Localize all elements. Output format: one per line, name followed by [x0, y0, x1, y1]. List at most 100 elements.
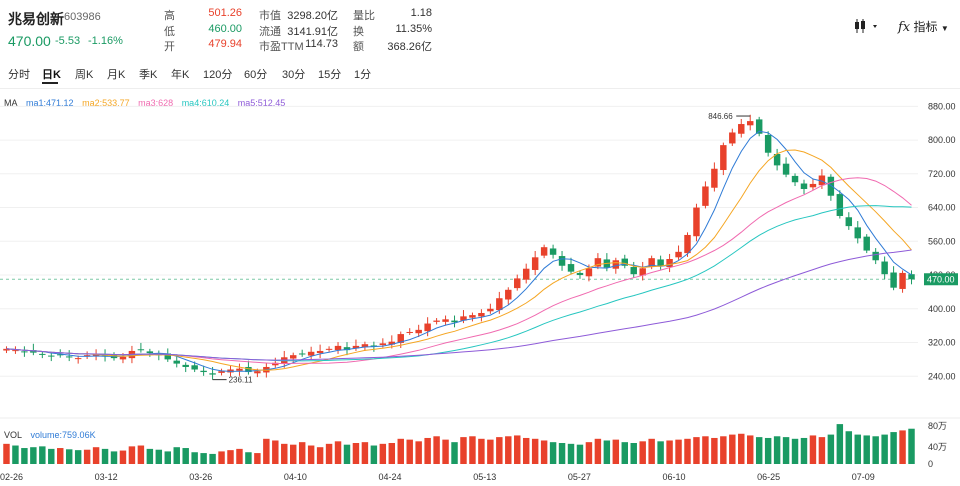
candle-body [110, 354, 118, 359]
price-change-pct: -1.16% [88, 35, 123, 47]
y-tick-label: 720.00 [928, 169, 956, 179]
candle-body [585, 268, 593, 277]
quote-label-pe: 市盈TTM [259, 41, 304, 53]
candle-body [21, 351, 28, 353]
tab-60min[interactable]: 60分 [244, 69, 268, 81]
candle-body [254, 371, 261, 374]
volume-bar [899, 430, 906, 464]
y-tick-label: 480.00 [928, 270, 956, 280]
volume-bar [379, 443, 387, 464]
tab-120min[interactable]: 120分 [203, 69, 233, 81]
tab-1min[interactable]: 1分 [354, 69, 372, 81]
candle-body [343, 347, 351, 351]
volume-bar [298, 442, 306, 464]
candle-body [379, 343, 387, 346]
volume-bar [531, 438, 539, 464]
stock-name: 兆易创新 [8, 11, 64, 27]
quote-value-low: 460.00 [208, 23, 242, 35]
candle-body [146, 351, 154, 354]
volume-bar [746, 435, 754, 464]
x-tick-label: 03-26 [189, 472, 212, 482]
period-tabs: 分时 日K 周K 月K 季K 年K 120分 60分 30分 15分 1分 [0, 62, 960, 84]
candle-body [3, 348, 10, 351]
tab-yearly[interactable]: 年K [171, 69, 190, 81]
volume-bar [693, 437, 700, 464]
volume-bar [30, 447, 37, 464]
y-tick-label: 240.00 [928, 371, 956, 381]
quote-value-volratio: 1.18 [410, 7, 432, 19]
ma5-line [6, 249, 912, 361]
volume-bar [164, 451, 172, 464]
candle-body [773, 153, 781, 166]
candle-body [711, 168, 718, 188]
volume-bar [460, 437, 467, 464]
candle-body [263, 366, 270, 373]
volume-bar [325, 443, 333, 464]
volume-bar [558, 443, 566, 464]
quote-value-amount: 368.26亿 [387, 41, 432, 53]
candle-body [289, 355, 297, 359]
volume-bar [845, 431, 853, 464]
volume-bar [343, 444, 351, 464]
candle-body [361, 344, 369, 348]
candle-body [540, 247, 548, 256]
candle-body [272, 362, 279, 366]
volume-bar [442, 439, 449, 464]
candle-body [496, 298, 503, 311]
candle-body [370, 345, 378, 347]
current-price-tag-label: 470.00 [927, 274, 955, 284]
volume-bar [65, 449, 73, 464]
tab-fenshi[interactable]: 分时 [8, 69, 30, 81]
volume-bar [227, 450, 234, 464]
candle-body [505, 289, 512, 300]
tab-15min[interactable]: 15分 [318, 69, 342, 81]
candle-body [218, 371, 225, 373]
candle-body [630, 267, 637, 275]
candle-body [863, 236, 870, 251]
candle-body [209, 373, 216, 375]
candle-body [729, 132, 736, 144]
volume-bar [496, 437, 503, 464]
candle-body [137, 349, 145, 351]
volume-bar [334, 441, 342, 464]
vol-tick-label: 80万 [928, 421, 947, 431]
candle-body [558, 256, 566, 266]
y-tick-label: 560.00 [928, 236, 956, 246]
volume-bar [370, 445, 378, 464]
volume-bar [101, 448, 109, 464]
tab-quarterly[interactable]: 季K [139, 69, 158, 81]
candle-body [325, 348, 333, 350]
candle-body [200, 370, 207, 373]
volume-bar [191, 452, 198, 464]
candle-body [818, 175, 826, 186]
quote-value-high: 501.26 [208, 7, 242, 19]
candle-body [65, 356, 73, 358]
candle-body [612, 260, 620, 269]
volume-bar [809, 435, 817, 464]
ma1-line [6, 130, 912, 372]
tab-daily[interactable]: 日K [42, 69, 61, 81]
ma3-legend: ma3:628 [138, 98, 174, 108]
candle-body [478, 312, 485, 317]
candle-body [657, 259, 664, 266]
candle-body [128, 350, 136, 359]
x-tick-label: 06-10 [662, 472, 685, 482]
volume-bar [352, 443, 360, 464]
tab-30min[interactable]: 30分 [282, 69, 306, 81]
volume-bar [12, 445, 19, 464]
ma1-legend: ma1:471.12 [26, 98, 74, 108]
volume-bar [119, 450, 127, 464]
volume-bar [639, 441, 646, 464]
candle-body [603, 259, 611, 268]
candle-body [442, 319, 449, 322]
indicator-button[interactable]: fx 指标 ▼ [898, 18, 949, 35]
volume-bar [881, 434, 888, 464]
volume-bar [738, 433, 745, 464]
candle-body [182, 364, 189, 367]
tab-monthly[interactable]: 月K [107, 69, 126, 81]
volume-bar [908, 428, 915, 464]
ma3-line [6, 177, 912, 364]
tab-weekly[interactable]: 周K [75, 69, 94, 81]
chart-style-button[interactable] [853, 18, 879, 37]
volume-bar [612, 439, 620, 464]
